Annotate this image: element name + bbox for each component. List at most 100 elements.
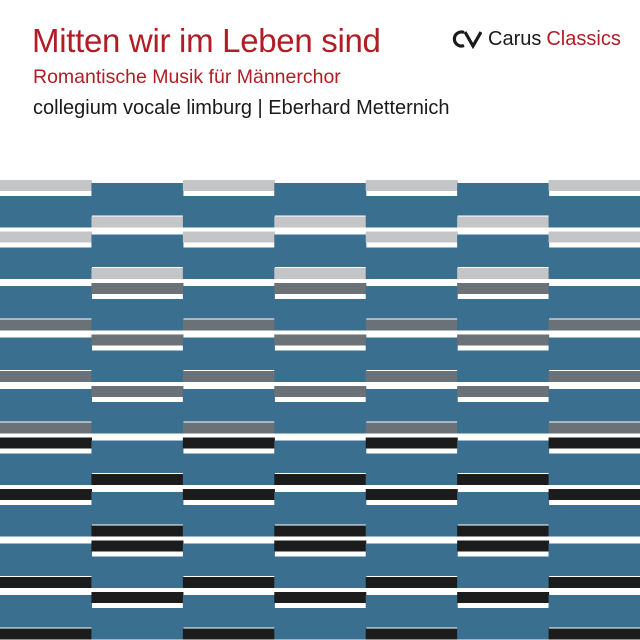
pattern-blue-block xyxy=(182,595,275,628)
pattern-blue-block xyxy=(365,389,458,422)
pattern-blue-block xyxy=(548,389,640,422)
pattern-blue-block xyxy=(457,440,550,473)
album-subtitle: Romantische Musik für Männerchor xyxy=(33,66,341,88)
pattern-accent-strip xyxy=(182,489,275,500)
pattern-blue-block xyxy=(182,389,275,422)
pattern-blue-block xyxy=(0,543,93,576)
pattern-blue-block xyxy=(0,453,93,485)
pattern-blue-block xyxy=(548,543,640,576)
pattern-accent-strip xyxy=(0,489,93,500)
pattern-blue-block xyxy=(0,389,93,422)
pattern-accent-strip xyxy=(91,386,184,397)
pattern-accent-strip xyxy=(182,628,275,640)
pattern-blue-block xyxy=(274,402,367,434)
pattern-accent-strip xyxy=(0,371,93,382)
pattern-blue-block xyxy=(182,247,275,279)
pattern-blue-block xyxy=(548,595,640,628)
pattern-accent-strip xyxy=(457,474,550,485)
pattern-accent-strip xyxy=(548,422,640,434)
pattern-blue-block xyxy=(457,234,550,267)
album-title: Mitten wir im Leben sind xyxy=(32,22,381,59)
pattern-accent-strip xyxy=(0,180,93,191)
pattern-accent-strip xyxy=(182,231,275,243)
carus-logo-icon xyxy=(452,30,482,49)
pattern-blue-block xyxy=(274,350,367,382)
pattern-blue-block xyxy=(91,556,184,588)
pattern-accent-strip xyxy=(182,422,275,434)
pattern-accent-strip xyxy=(365,319,458,331)
pattern-blue-block xyxy=(91,440,184,473)
pattern-blue-block xyxy=(365,337,458,370)
pattern-blue-block xyxy=(548,286,640,319)
pattern-accent-strip xyxy=(548,319,640,331)
pattern-blue-block xyxy=(274,440,367,473)
pattern-blue-block xyxy=(91,183,184,216)
pattern-blue-block xyxy=(365,196,458,228)
pattern-accent-strip xyxy=(365,628,458,640)
pattern-blue-block xyxy=(0,247,93,279)
pattern-accent-strip xyxy=(457,540,550,552)
pattern-blue-block xyxy=(182,453,275,485)
pattern-accent-strip xyxy=(0,319,93,331)
pattern-blue-block xyxy=(274,183,367,216)
pattern-blue-block xyxy=(0,337,93,370)
pattern-blue-block xyxy=(182,337,275,370)
pattern-accent-strip xyxy=(548,437,640,449)
pattern-accent-strip xyxy=(548,628,640,640)
pattern-accent-strip xyxy=(548,577,640,588)
pattern-accent-strip xyxy=(91,474,184,485)
pattern-blue-block xyxy=(91,299,184,331)
pattern-accent-strip xyxy=(182,437,275,449)
pattern-accent-strip xyxy=(365,489,458,500)
pattern-blue-block xyxy=(182,286,275,319)
pattern-blue-block xyxy=(0,286,93,319)
pattern-blue-block xyxy=(548,196,640,228)
pattern-accent-strip xyxy=(365,231,458,243)
pattern-accent-strip xyxy=(0,577,93,588)
pattern-blue-block xyxy=(0,595,93,628)
pattern-blue-block xyxy=(457,350,550,382)
pattern-accent-strip xyxy=(274,474,367,485)
pattern-accent-strip xyxy=(548,231,640,243)
pattern-accent-strip xyxy=(274,592,367,603)
pattern-blue-block xyxy=(365,247,458,279)
pattern-accent-strip xyxy=(274,525,367,537)
pattern-blue-block xyxy=(457,299,550,331)
pattern-accent-strip xyxy=(365,180,458,191)
brand-word: Carus xyxy=(488,28,542,50)
pattern-accent-strip xyxy=(457,216,550,228)
pattern-blue-block xyxy=(91,608,184,640)
pattern-blue-block xyxy=(365,505,458,537)
pattern-accent-strip xyxy=(91,268,184,279)
pattern-accent-strip xyxy=(457,592,550,603)
pattern-accent-strip xyxy=(91,334,184,346)
pattern-accent-strip xyxy=(274,283,367,294)
pattern-blue-block xyxy=(274,299,367,331)
pattern-accent-strip xyxy=(548,371,640,382)
pattern-blue-block xyxy=(0,505,93,537)
pattern-accent-strip xyxy=(274,268,367,279)
pattern-accent-strip xyxy=(182,319,275,331)
series-word: Classics xyxy=(546,28,621,50)
pattern-accent-strip xyxy=(182,180,275,191)
pattern-accent-strip xyxy=(457,525,550,537)
pattern-blue-block xyxy=(365,595,458,628)
pattern-blue-block xyxy=(182,505,275,537)
pattern-blue-block xyxy=(365,543,458,576)
pattern-blue-block xyxy=(274,556,367,588)
pattern-blue-block xyxy=(91,350,184,382)
pattern-accent-strip xyxy=(274,386,367,397)
pattern-accent-strip xyxy=(182,577,275,588)
pattern-accent-strip xyxy=(182,371,275,382)
pattern-accent-strip xyxy=(365,577,458,588)
pattern-accent-strip xyxy=(274,540,367,552)
pattern-accent-strip xyxy=(0,422,93,434)
pattern-accent-strip xyxy=(91,525,184,537)
pattern-blue-block xyxy=(274,234,367,267)
pattern-blue-block xyxy=(274,608,367,640)
pattern-blue-block xyxy=(548,505,640,537)
pattern-blue-block xyxy=(91,402,184,434)
pattern-accent-strip xyxy=(91,216,184,228)
